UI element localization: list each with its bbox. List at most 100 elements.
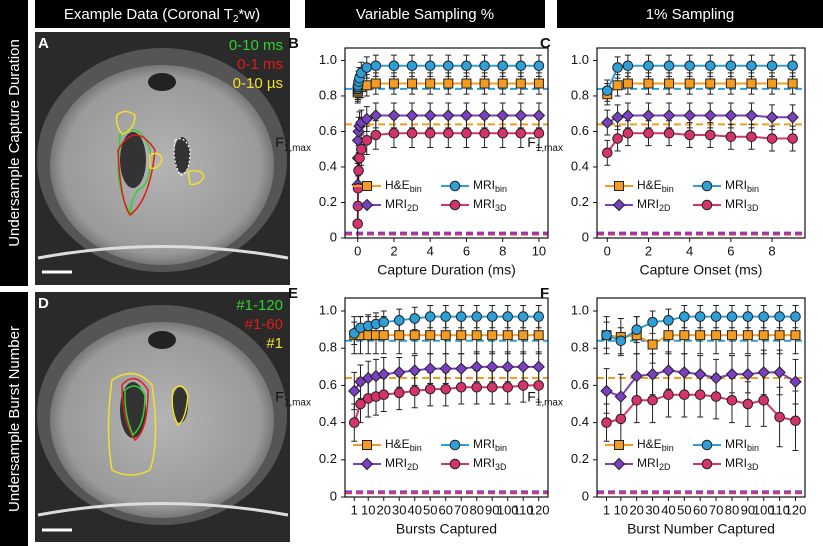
marker <box>711 330 722 341</box>
x-tick-label: 4 <box>686 243 693 258</box>
marker <box>631 324 642 335</box>
x-tick-label: 10 <box>614 502 628 517</box>
image-label: 0-1 ms <box>237 56 283 73</box>
legend-label: MRI2D <box>637 197 671 213</box>
legend-name: MRI <box>637 197 659 211</box>
marker <box>615 335 627 347</box>
marker <box>479 78 490 89</box>
marker <box>742 311 754 322</box>
marker <box>726 394 738 406</box>
row-label: Undersample Capture Duration <box>6 39 23 247</box>
marker <box>409 313 421 324</box>
marker <box>361 135 373 146</box>
y-axis-label-sub: 1,max <box>284 143 311 154</box>
legend-name: MRI <box>473 437 495 451</box>
legend-name: H&E <box>637 178 662 192</box>
legend-label: MRIbin <box>725 178 759 194</box>
row-label: Undersample Burst Number <box>6 326 23 512</box>
marker <box>532 109 546 122</box>
plot-frame <box>596 47 806 239</box>
marker <box>643 78 654 89</box>
x-tick-label: 40 <box>407 502 421 517</box>
x-axis-label: Bursts Captured <box>396 521 497 537</box>
marker <box>479 60 490 72</box>
marker <box>388 127 400 139</box>
marker <box>787 78 798 89</box>
marker <box>694 311 706 322</box>
marker <box>622 60 634 72</box>
marker <box>724 109 738 122</box>
legend-sub: bin <box>662 184 674 194</box>
marker <box>787 60 798 72</box>
marker <box>486 311 498 322</box>
legend-sub: 3D <box>495 462 507 472</box>
x-tick-label: 90 <box>741 502 755 517</box>
marker <box>679 389 690 401</box>
marker <box>517 380 529 391</box>
marker <box>684 78 695 89</box>
header-text: 1% Sampling <box>646 6 734 23</box>
marker <box>622 127 634 139</box>
marker <box>774 311 785 322</box>
x-tick-label: 70 <box>709 502 723 517</box>
y-tick-label: 0 <box>330 488 337 503</box>
marker <box>442 109 455 122</box>
marker <box>471 311 483 322</box>
legend-label: H&Ebin <box>637 178 674 194</box>
marker <box>726 311 738 322</box>
marker <box>709 371 723 385</box>
marker <box>684 60 695 72</box>
x-tick-label: 6 <box>463 243 470 258</box>
marker <box>440 330 451 341</box>
marker <box>443 127 454 139</box>
x-tick-label: 30 <box>645 502 659 517</box>
marker <box>516 360 530 374</box>
y-axis-label: F1,max <box>527 134 563 154</box>
series-line <box>606 64 793 92</box>
legend-sub: 2D <box>407 203 419 213</box>
marker <box>767 78 778 89</box>
y-tick-label: 0.8 <box>571 87 589 102</box>
marker <box>424 383 436 395</box>
marker <box>766 60 778 72</box>
x-tick-label: 120 <box>528 502 550 517</box>
x-tick-label: 8 <box>768 243 775 258</box>
row-bar <box>0 292 28 546</box>
marker <box>612 133 623 144</box>
marker <box>678 366 691 379</box>
header-text: Example Data (Coronal T2*w) <box>64 6 260 25</box>
legend-marker <box>449 199 461 211</box>
y-tick-label: 0.6 <box>319 377 337 392</box>
y-tick-label: 0.8 <box>319 87 337 102</box>
y-axis-label-sub: 1,max <box>536 397 563 408</box>
marker <box>601 417 612 428</box>
y-tick-label: 0.2 <box>319 451 337 466</box>
marker <box>440 311 452 322</box>
x-tick-label: 10 <box>532 243 546 258</box>
x-tick-label: 110 <box>769 502 790 517</box>
marker <box>533 127 545 139</box>
marker <box>765 111 779 124</box>
marker <box>497 78 508 89</box>
marker <box>745 109 758 122</box>
y-tick-label: 1.0 <box>319 52 337 67</box>
marker <box>631 394 642 406</box>
marker <box>710 311 722 322</box>
marker <box>502 311 514 322</box>
y-tick-label: 1.0 <box>571 52 589 67</box>
legend-sub: 3D <box>495 203 507 213</box>
x-tick-label: 20 <box>377 502 391 517</box>
marker <box>600 384 613 398</box>
marker <box>684 129 695 141</box>
marker <box>461 127 472 139</box>
marker <box>725 60 737 72</box>
marker <box>471 330 482 341</box>
header-part: Example Data (Coronal T <box>64 6 233 23</box>
legend-marker <box>612 457 626 471</box>
marker <box>704 60 716 72</box>
y-axis-label-main: F <box>275 388 284 404</box>
marker <box>514 109 528 122</box>
x-axis-label: Capture Duration (ms) <box>377 262 516 278</box>
image-label: 0-10 µs <box>233 75 283 92</box>
marker <box>405 109 419 122</box>
